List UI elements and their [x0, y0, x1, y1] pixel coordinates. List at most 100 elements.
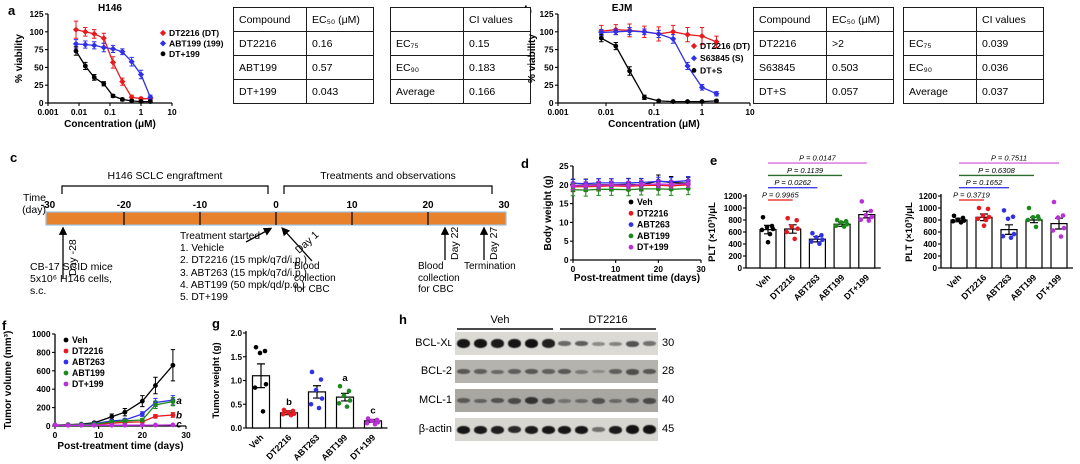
panel-label-g: g	[212, 316, 220, 331]
engraftment-note-line1: CB-17 SCID mice	[30, 261, 113, 273]
legend-label: DT2216 (DT)	[700, 41, 750, 51]
group-underline-veh	[457, 328, 553, 330]
table-cell: Average	[390, 79, 464, 104]
blot-band	[507, 369, 521, 374]
data-point	[63, 381, 69, 387]
panel-label-f: f	[2, 318, 7, 333]
data-point	[570, 183, 576, 189]
y-tick-label: 1.0	[231, 377, 243, 386]
scatter-dot	[767, 231, 773, 237]
day27-label: Day 27	[488, 227, 500, 260]
p-value-label: P = 0.0262	[774, 178, 811, 187]
data-point	[128, 58, 135, 65]
data-point	[63, 359, 69, 365]
scatter-dot	[285, 410, 291, 415]
y-tick-label: 1000	[919, 204, 938, 213]
blot-band	[558, 341, 572, 346]
day1-arrow	[281, 227, 313, 262]
scatter-dot	[263, 382, 269, 387]
day22-note-line3: for CBC	[418, 284, 454, 295]
y-tick-label: 200	[728, 252, 742, 261]
series-DT+S	[598, 34, 719, 104]
data-point	[612, 28, 619, 35]
panel-label-a: a	[8, 3, 16, 18]
blot-band	[507, 397, 521, 404]
x-tick-label: 10	[611, 264, 621, 274]
data-point	[698, 84, 706, 91]
blot-band	[541, 369, 555, 374]
blot-band	[592, 341, 606, 346]
scatter-dot	[288, 412, 294, 418]
data-point	[73, 48, 79, 54]
p-value-label: P = 0.6308	[978, 166, 1015, 175]
table-row: EC₉₀ 0.183	[390, 55, 531, 80]
data-point	[100, 35, 107, 42]
y-tick-label: 1000	[32, 329, 51, 339]
significance-letter: c	[370, 406, 375, 417]
scatter-dot	[819, 233, 824, 238]
x-tick-label: 0.01	[71, 107, 88, 117]
blot-band	[592, 397, 606, 404]
scatter-dot	[1000, 233, 1006, 239]
timeline-tick-label: -20	[117, 200, 132, 211]
legend-label: Veh	[637, 197, 653, 207]
x-tick-label: 0	[53, 430, 58, 440]
y-tick-label: 0	[46, 421, 51, 431]
scatter-dot	[1010, 214, 1016, 219]
category-label: DT2216	[264, 432, 293, 461]
blot-band	[642, 425, 656, 434]
y-tick-label: 15	[559, 199, 569, 209]
time-axis-label: Time (day)	[10, 192, 46, 216]
p-value-label: P = 0.1652	[966, 178, 1003, 187]
chart-title: EJM	[612, 3, 633, 14]
axes: 0 25 50 75 100 125 0.001 0.01 0.1 1 10	[540, 9, 755, 117]
y-tick-label: 75	[34, 45, 44, 55]
tumor-weight-chart: 0.0 0.5 1.0 1.5 2.0 Tumor weight (g) VehDT2216…	[211, 329, 388, 463]
bar	[759, 228, 777, 269]
blot-band	[541, 425, 555, 434]
data-point	[52, 422, 58, 428]
blot-band	[609, 341, 623, 346]
x-tick-label: 20	[138, 430, 148, 440]
data-point	[91, 74, 97, 80]
timeline-tick-label: 30	[498, 200, 510, 211]
y-tick-label: 50	[544, 62, 554, 72]
scatter-dot	[785, 215, 790, 221]
y-tick-label: 600	[37, 366, 51, 376]
data-point	[100, 44, 107, 51]
dose-response-chart-h146: 0 25 50 75 100 125 0.001 0.01 0.1 1 10 H146 Concentr…	[14, 3, 224, 130]
y-tick-label: 1200	[919, 192, 938, 201]
blot-band	[490, 398, 504, 403]
data-point	[170, 362, 176, 368]
data-point	[598, 35, 604, 41]
blot-band	[575, 341, 589, 346]
scatter-dot	[794, 218, 799, 223]
scatter-dot	[759, 227, 765, 233]
data-point	[641, 28, 648, 35]
category-label: Veh	[754, 272, 772, 290]
scatter-dot	[253, 344, 259, 350]
blot-row-label: BCL-2	[420, 365, 452, 377]
treatment-note: Treatment started 1. Vehicle 2. DT2216 (…	[180, 231, 307, 304]
table-cell: 0.057	[826, 79, 894, 104]
y-tick-label: 1200	[724, 192, 743, 201]
legend-label: ABT263	[72, 357, 105, 367]
blot-band	[642, 369, 656, 374]
x-tick-label: 10	[745, 107, 755, 117]
table-row: DT+199 0.043	[233, 79, 374, 104]
timeline-tick-label: 10	[346, 200, 358, 211]
data-point	[128, 94, 135, 101]
data-point	[628, 222, 634, 227]
data-point	[170, 399, 176, 405]
data-point	[109, 419, 115, 425]
blot-row-label: BCL-Xʟ	[415, 337, 452, 349]
scatter-dot	[810, 230, 815, 236]
legend-label: DT2216	[72, 346, 103, 356]
table-row: DT+S 0.057	[753, 79, 894, 104]
table-header-cell	[903, 7, 977, 32]
legend-label: DT+199	[72, 379, 104, 389]
scatter-dot	[784, 229, 789, 235]
p-value-label: P = 0.9965	[762, 191, 799, 200]
table-header-cell: CI values	[976, 7, 1044, 32]
data-point	[170, 422, 176, 428]
